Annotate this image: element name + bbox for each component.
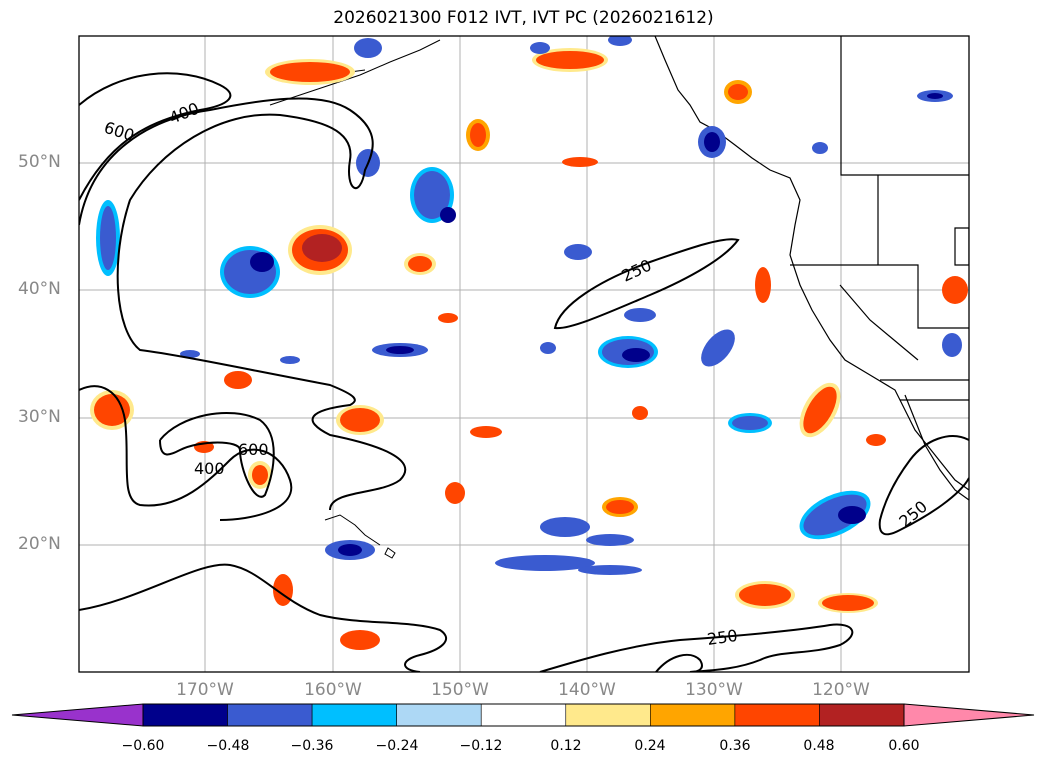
contour-label: 250 [895,497,931,531]
colorbar-tick-label: 0.36 [719,738,751,754]
lon-label: 160°W [304,680,362,700]
contour-label: 600 [102,118,137,146]
lon-label: 170°W [176,680,234,700]
colorbar-tick-label: −0.48 [206,738,250,754]
contour-label: 250 [706,626,739,649]
lat-label: 30°N [18,407,61,427]
contour-label: 400 [194,459,225,478]
negative-anomalies [96,36,962,575]
map-title: 2026021300 F012 IVT, IVT PC (2026021612) [333,8,714,28]
colorbar-segment [227,703,313,727]
gridlines [79,36,969,672]
colorbar-tick-label: −0.24 [375,738,419,754]
colorbar-tick-label: 0.12 [550,738,582,754]
contour-label: 400 [166,99,201,128]
colorbar-tick-label: −0.36 [290,738,334,754]
colorbar-tick-label: −0.12 [459,738,503,754]
colorbar-extend-high [903,703,1035,727]
map-content [79,36,969,672]
colorbar-tick-label: 0.48 [803,738,835,754]
lat-label: 50°N [18,152,61,172]
colorbar-segment [565,703,651,727]
positive-anomalies [90,48,968,650]
colorbar-extend-low [11,703,144,727]
lon-label: 130°W [685,680,743,700]
ivt-contours [79,72,969,672]
colorbar-tick-label: 0.60 [888,738,920,754]
lon-label: 150°W [431,680,489,700]
colorbar-segment [819,703,905,727]
map-frame [78,35,970,673]
colorbar-segment [650,703,736,727]
colorbar-tick-label: −0.60 [121,738,165,754]
colorbar-segment [396,703,482,727]
colorbar-frame [142,703,905,727]
lat-label: 40°N [18,279,61,299]
colorbar-segment [311,703,397,727]
lon-label: 140°W [558,680,616,700]
lon-label: 120°W [812,680,870,700]
colorbar [11,703,1035,727]
colorbar-segment [734,703,820,727]
contour-label: 600 [238,440,269,459]
lat-label: 20°N [18,534,61,554]
hawaii-islands [324,514,396,559]
colorbar-segment [480,703,567,727]
colorbar-segment [142,703,228,727]
colorbar-boxes [142,703,905,727]
colorbar-tick-label: 0.24 [634,738,666,754]
contour-label: 250 [619,255,655,285]
